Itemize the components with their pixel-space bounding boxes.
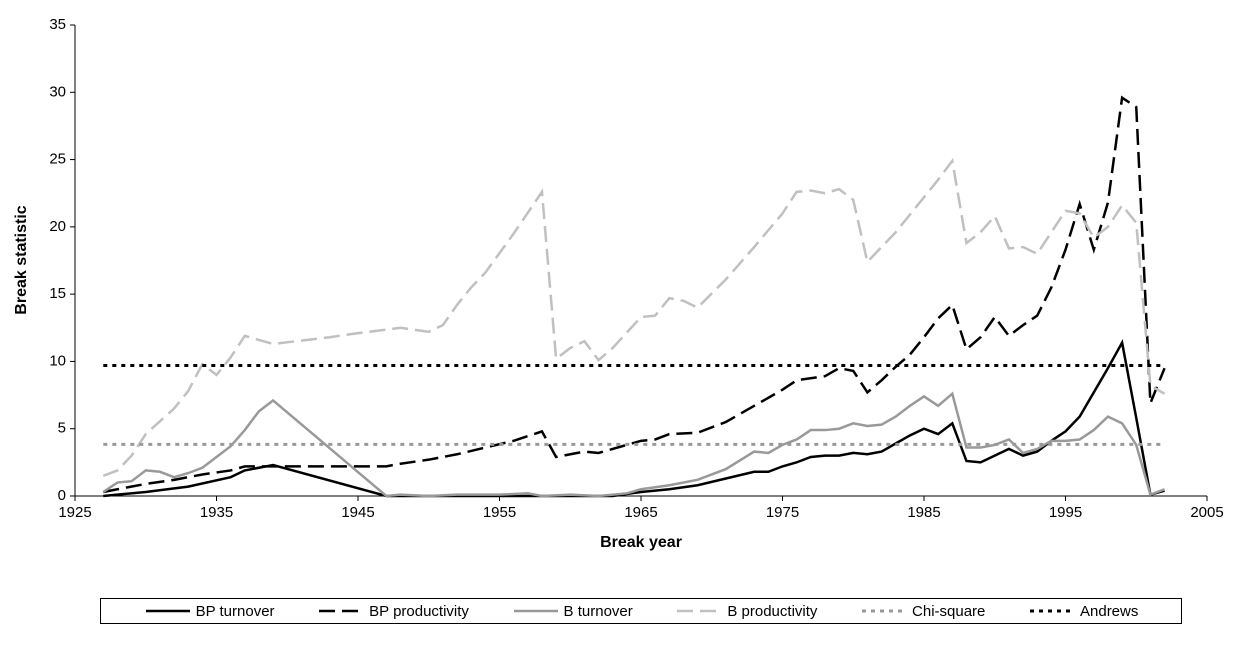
y-tick-label: 30 [49, 83, 66, 100]
series-line [103, 95, 1166, 494]
legend-label: B productivity [727, 602, 818, 620]
legend-item: Andrews [1028, 603, 1138, 620]
legend-item: BP productivity [317, 603, 469, 620]
legend-item: B productivity [675, 603, 817, 620]
x-tick-label: 1935 [200, 504, 233, 521]
x-tick-label: 1975 [766, 504, 799, 521]
legend-item: BP turnover [144, 603, 275, 620]
legend-item: B turnover [512, 603, 633, 620]
y-tick-label: 25 [49, 151, 66, 168]
y-tick-label: 0 [58, 487, 66, 504]
legend-label: BP productivity [369, 602, 469, 620]
legend-swatch [319, 609, 364, 613]
legend-item: Chi-square [860, 603, 985, 620]
x-tick-label: 1945 [341, 504, 374, 521]
legend-swatch [677, 609, 722, 613]
y-tick-label: 15 [49, 285, 66, 302]
y-tick-label: 20 [49, 218, 66, 235]
x-tick-label: 1985 [907, 504, 940, 521]
x-tick-label: 1995 [1049, 504, 1082, 521]
x-axis-title: Break year [600, 534, 682, 551]
legend-swatch [513, 609, 558, 613]
legend-label: Andrews [1080, 602, 1139, 620]
legend-swatch [862, 609, 907, 613]
x-tick-label: 1955 [483, 504, 516, 521]
x-tick-label: 1965 [624, 504, 657, 521]
legend-swatch [1030, 609, 1074, 613]
x-tick-label: 1925 [58, 504, 91, 521]
legend-label: BP turnover [195, 602, 275, 620]
legend-label: Chi-square [912, 602, 986, 620]
legend-swatch [145, 609, 190, 613]
chart: Break year Break statistic 0 5 10 15 20 25 30 3… [13, 16, 1223, 551]
series-line [102, 157, 1166, 477]
y-tick-label: 10 [49, 352, 66, 369]
y-tick-label: 5 [58, 420, 66, 437]
x-tick-label: 2005 [1190, 504, 1223, 521]
legend-label: B turnover [563, 602, 633, 620]
y-axis-title: Break statistic [13, 205, 30, 314]
legend: BP turnover BP productivity B turnover B pr… [100, 598, 1182, 624]
series-line [102, 391, 1165, 498]
y-tick-label: 35 [49, 16, 66, 33]
